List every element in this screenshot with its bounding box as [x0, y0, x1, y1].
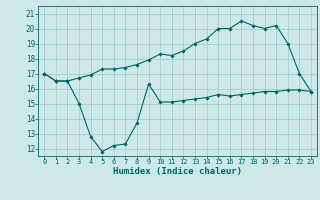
X-axis label: Humidex (Indice chaleur): Humidex (Indice chaleur) — [113, 167, 242, 176]
